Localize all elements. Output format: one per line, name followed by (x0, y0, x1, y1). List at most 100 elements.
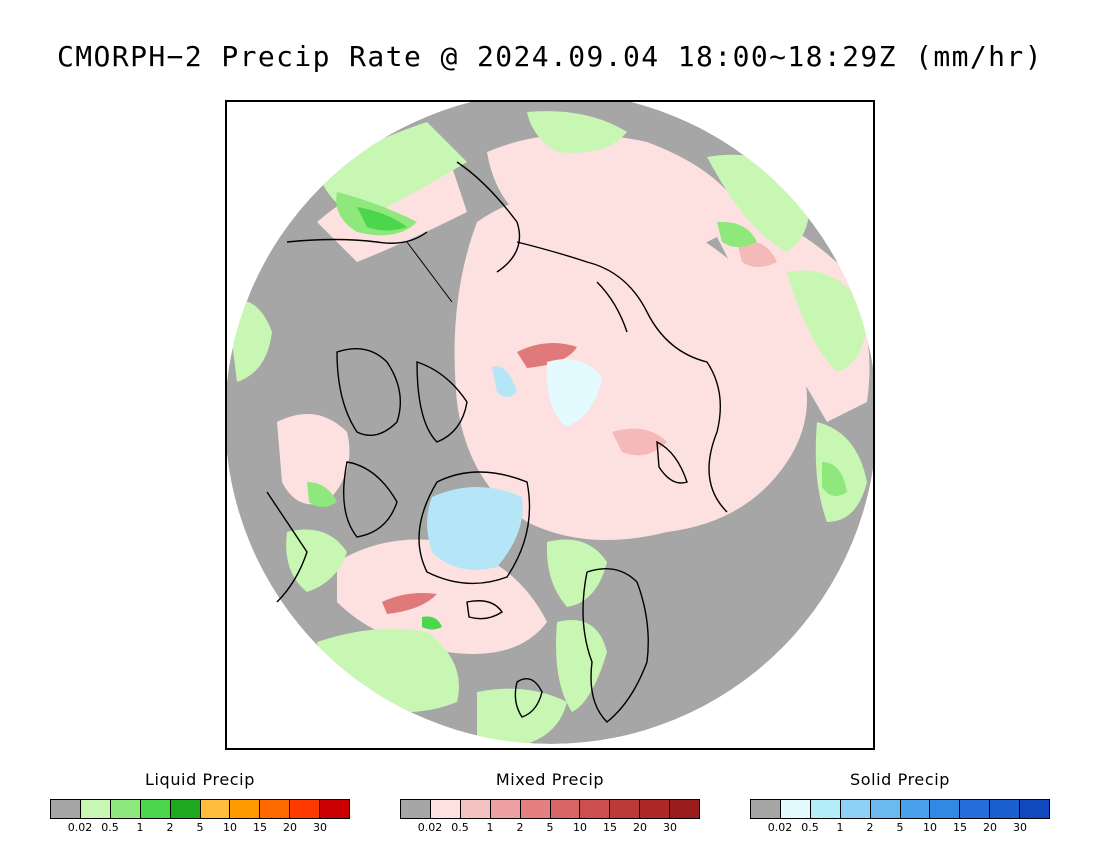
legend-color-bar (400, 799, 700, 819)
legend-tick-label: 5 (546, 821, 554, 834)
legend-tick-label: 20 (983, 821, 997, 834)
solid-precip-pole (546, 359, 602, 427)
legend-color-bar (750, 799, 1050, 819)
legend-swatch (990, 800, 1021, 818)
legend-swatch (870, 800, 901, 818)
coastline-baffin (342, 461, 398, 538)
legend-tick-label: 2 (866, 821, 874, 834)
legend-tick-label: 0.5 (101, 821, 119, 834)
legend-swatch (401, 800, 431, 818)
liquid-precip-north-atlantic (317, 628, 459, 712)
liquid-precip-east-core (717, 221, 757, 247)
legend-tick-label: 30 (313, 821, 327, 834)
coastline-iceland (466, 600, 503, 620)
coastline-greenland (418, 471, 531, 585)
legend-tick-label: 10 (223, 821, 237, 834)
liquid-precip-atlantic-core (422, 616, 442, 630)
liquid-precip-norway-sea (546, 539, 607, 607)
legend-tick-label: 5 (896, 821, 904, 834)
coastline-canadian-archipelago (336, 348, 402, 436)
legend-swatch (140, 800, 171, 818)
legend-title: Solid Precip (849, 770, 951, 789)
legend-swatch (670, 800, 700, 818)
legend-tick-label: 1 (836, 821, 844, 834)
solid-precip-greenland (427, 487, 523, 570)
liquid-precip-pacific-west (317, 122, 467, 214)
legend-swatch (170, 800, 201, 818)
legend-tick-label: 0.5 (801, 821, 819, 834)
legend-tick-label: 2 (516, 821, 524, 834)
legend-tick-label: 2 (166, 821, 174, 834)
legend-color-bar (50, 799, 350, 819)
legend-swatch (230, 800, 261, 818)
legend-tick-label: 15 (953, 821, 967, 834)
legend-tick-labels: 0.02 0.5 1 2 5 10 15 20 30 (750, 821, 1050, 835)
legend-swatch (810, 800, 841, 818)
precip-field (227, 102, 873, 744)
legend-swatch (550, 800, 581, 818)
coastline-taimyr (596, 281, 628, 333)
legend-tick-labels: 0.02 0.5 1 2 5 10 15 20 30 (50, 821, 350, 835)
liquid-precip-asia-core (822, 462, 847, 496)
legend-mixed-precip: Mixed Precip 0.02 0.5 1 2 5 10 15 20 30 (400, 770, 700, 835)
legend-liquid-precip: Liquid Precip 0.02 0.5 1 2 5 10 15 20 30 (50, 770, 350, 835)
coastline-dateline (406, 241, 453, 303)
legend-tick-label: 30 (663, 821, 677, 834)
legend-swatch (580, 800, 611, 818)
polar-map-panel (225, 100, 875, 750)
legend-tick-label: 0.02 (417, 821, 443, 834)
coastline-chukotka (456, 161, 521, 273)
coastline-novaya-zemlya (656, 440, 688, 484)
liquid-precip-europe (477, 688, 567, 744)
legend-tick-label: 10 (923, 821, 937, 834)
legend-tick-label: 10 (573, 821, 587, 834)
legend-swatch (640, 800, 671, 818)
legend-swatch (110, 800, 141, 818)
legend-swatch (430, 800, 461, 818)
legend-solid-precip: Solid Precip 0.02 0.5 1 2 5 10 15 20 30 (750, 770, 1050, 835)
legend-swatch (751, 800, 781, 818)
legend-swatch (200, 800, 231, 818)
mixed-precip-area-atlantic (337, 539, 547, 654)
liquid-precip-scandinavia (556, 620, 607, 712)
legend-swatch (490, 800, 521, 818)
mixed-precip-streak-siberia (612, 428, 667, 456)
legend-tick-label: 0.02 (767, 821, 793, 834)
legend-swatch (610, 800, 641, 818)
coastline-british-isles (514, 678, 543, 718)
mixed-precip-area-north (487, 134, 747, 252)
liquid-precip-bering-core (357, 207, 407, 231)
legend-tick-label: 20 (633, 821, 647, 834)
chart-title: CMORPH−2 Precip Rate @ 2024.09.04 18:00~… (57, 40, 1043, 73)
legend-tick-label: 15 (603, 821, 617, 834)
liquid-precip-hudson (307, 482, 337, 507)
coastline-hudson-bay (266, 491, 308, 603)
legend-title: Liquid Precip (145, 770, 255, 789)
legend-tick-label: 20 (283, 821, 297, 834)
legend-swatch (320, 800, 350, 818)
coastline-ellesmere (416, 361, 468, 443)
coastline-siberia (516, 241, 728, 513)
mixed-precip-streak-greenland (382, 593, 437, 614)
legend-swatch (930, 800, 961, 818)
legend-swatch (900, 800, 931, 818)
legend-swatch (840, 800, 871, 818)
legend-tick-labels: 0.02 0.5 1 2 5 10 15 20 30 (400, 821, 700, 835)
coastline-alaska (286, 231, 428, 244)
mixed-precip-streak-pole (517, 343, 577, 368)
solid-precip-pole-streak (492, 366, 517, 397)
legend-title: Mixed Precip (495, 770, 605, 789)
precip-map (227, 102, 873, 744)
legend-tick-label: 0.5 (451, 821, 469, 834)
legend-tick-label: 1 (136, 821, 144, 834)
legend-tick-label: 5 (196, 821, 204, 834)
legend-swatch (1020, 800, 1050, 818)
legend-swatch (80, 800, 111, 818)
legend-swatch (520, 800, 551, 818)
mixed-precip-area-canada (277, 414, 350, 505)
mixed-precip-area-arctic (454, 194, 807, 540)
liquid-precip-north-pacific (527, 111, 627, 153)
legend-swatch (51, 800, 81, 818)
liquid-precip-labrador (286, 529, 347, 592)
coastline-scandinavia (582, 568, 649, 723)
